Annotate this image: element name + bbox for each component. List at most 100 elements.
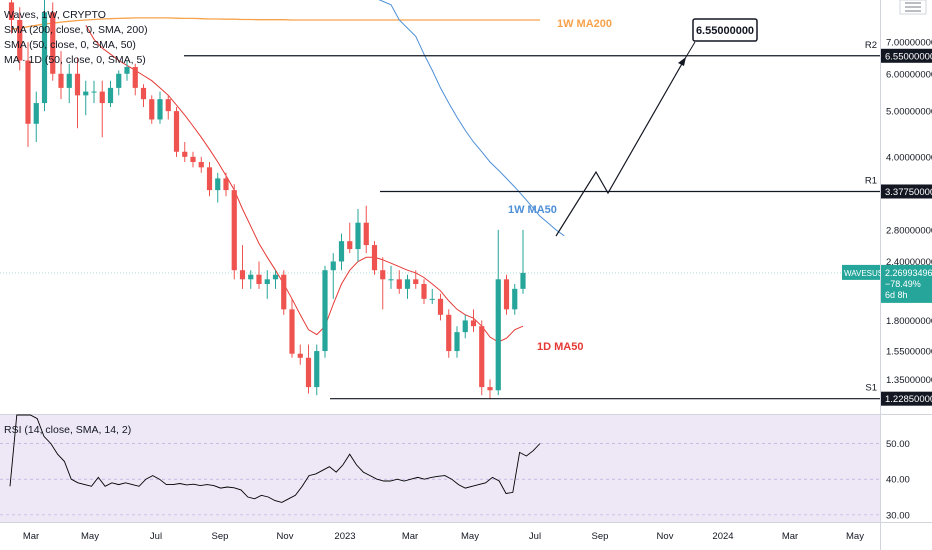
price-tick-label: 1.80000000 bbox=[886, 316, 932, 327]
candle-body bbox=[388, 279, 393, 280]
rsi-tick-label: 50.00 bbox=[886, 439, 910, 450]
candle-body bbox=[166, 99, 171, 111]
price-badge-countdown: 6d 8h bbox=[885, 290, 908, 300]
target-callout-line bbox=[683, 42, 695, 62]
time-tick-label: Jul bbox=[529, 531, 541, 542]
candle-body bbox=[124, 67, 129, 74]
time-tick-label: Nov bbox=[277, 531, 294, 542]
time-tick-label: May bbox=[461, 531, 479, 542]
time-tick-label: 2023 bbox=[334, 531, 355, 542]
legend-title[interactable]: Waves, 1W, CRYPTO bbox=[4, 8, 148, 23]
time-tick-label: Mar bbox=[23, 531, 39, 542]
time-tick-label: Mar bbox=[402, 531, 418, 542]
candle-body bbox=[430, 299, 435, 300]
candle-body bbox=[223, 178, 228, 190]
candle-body bbox=[347, 241, 352, 249]
candle-body bbox=[520, 273, 525, 289]
ma50w-line bbox=[358, 0, 564, 236]
candle-body bbox=[339, 241, 344, 261]
candle-body bbox=[232, 190, 237, 270]
level-tag-r1: R1 bbox=[865, 175, 877, 186]
candle-body bbox=[289, 309, 294, 353]
candle-body bbox=[397, 279, 402, 289]
candle-body bbox=[190, 157, 195, 162]
time-tick-label: Sep bbox=[212, 531, 229, 542]
price-tick-label: 6.00000000 bbox=[886, 69, 932, 80]
candle-body bbox=[314, 351, 319, 387]
price-tick-label: 1.35000000 bbox=[886, 375, 932, 386]
price-badge-change: −78.49% bbox=[885, 279, 921, 289]
candle-body bbox=[463, 320, 468, 332]
candle-body bbox=[133, 67, 138, 88]
rsi-tick-label: 30.00 bbox=[886, 510, 910, 521]
price-tick-label: 2.80000000 bbox=[886, 225, 932, 236]
price-tick-label: 1.55000000 bbox=[886, 347, 932, 358]
candle-body bbox=[372, 245, 377, 270]
time-tick-label: Sep bbox=[592, 531, 609, 542]
level-value-r2: 6.55000000 bbox=[885, 51, 932, 62]
candle-body bbox=[479, 326, 484, 387]
candle-body bbox=[108, 88, 113, 103]
candle-body bbox=[380, 270, 385, 279]
candle-body bbox=[58, 74, 63, 88]
ma50d-annotation: 1D MA50 bbox=[537, 341, 583, 353]
candle-body bbox=[331, 261, 336, 270]
legend-sma50[interactable]: SMA (50, close, 0, SMA, 50) bbox=[4, 38, 148, 53]
target-callout-text: 6.55000000 bbox=[696, 25, 754, 37]
candle-body bbox=[240, 270, 245, 279]
candle-body bbox=[256, 275, 261, 284]
candle-body bbox=[182, 152, 187, 157]
time-tick-label: Nov bbox=[657, 531, 674, 542]
level-value-s1: 1.22850000 bbox=[885, 394, 932, 405]
price-tick-label: 7.00000000 bbox=[886, 38, 932, 49]
candle-body bbox=[471, 320, 476, 326]
candle-body bbox=[91, 92, 96, 93]
level-tag-s1: S1 bbox=[865, 383, 877, 394]
legend-ma1d[interactable]: MA · 1D (50, close, 0, SMA, 5) bbox=[4, 53, 148, 68]
candle-body bbox=[265, 279, 270, 284]
candle-body bbox=[306, 358, 311, 387]
candle-body bbox=[421, 284, 426, 299]
candle-body bbox=[141, 88, 146, 99]
price-badge-value: 2.26993496 bbox=[885, 268, 932, 278]
ma50w-annotation: 1W MA50 bbox=[508, 204, 557, 216]
candle-body bbox=[504, 279, 509, 309]
ma200-annotation: 1W MA200 bbox=[557, 18, 612, 30]
candle-body bbox=[174, 111, 179, 152]
candle-body bbox=[83, 92, 88, 96]
price-tick-label: 5.00000000 bbox=[886, 107, 932, 118]
candle-body bbox=[207, 167, 212, 190]
candle-body bbox=[322, 270, 327, 351]
rsi-tick-label: 40.00 bbox=[886, 475, 910, 486]
candle-body bbox=[496, 279, 501, 390]
candle-body bbox=[25, 61, 30, 124]
candle-body bbox=[248, 275, 253, 280]
candle-body bbox=[157, 99, 162, 119]
candle-body bbox=[149, 99, 154, 119]
projection-path bbox=[556, 62, 683, 236]
ma50d-line bbox=[86, 25, 523, 342]
candle-body bbox=[438, 299, 443, 315]
legend-sma200[interactable]: SMA (200, close, 0, SMA, 200) bbox=[4, 23, 148, 38]
candle-body bbox=[405, 279, 410, 289]
time-tick-label: 2024 bbox=[712, 531, 733, 542]
candle-body bbox=[413, 279, 418, 284]
candle-body bbox=[67, 74, 72, 88]
candle-body bbox=[298, 354, 303, 358]
time-tick-label: Jul bbox=[150, 531, 162, 542]
candle-body bbox=[487, 387, 492, 390]
candle-body bbox=[281, 275, 286, 310]
time-tick-label: Mar bbox=[782, 531, 798, 542]
candle-body bbox=[199, 162, 204, 167]
candle-body bbox=[34, 103, 39, 124]
candle-body bbox=[273, 275, 278, 280]
candle-body bbox=[454, 332, 459, 351]
rsi-pane-background bbox=[0, 415, 880, 522]
time-tick-label: May bbox=[846, 531, 864, 542]
rsi-legend[interactable]: RSI (14, close, SMA, 14, 2) bbox=[4, 424, 131, 436]
level-tag-r2: R2 bbox=[865, 40, 877, 51]
candle-body bbox=[215, 178, 220, 190]
candle-body bbox=[364, 223, 369, 245]
